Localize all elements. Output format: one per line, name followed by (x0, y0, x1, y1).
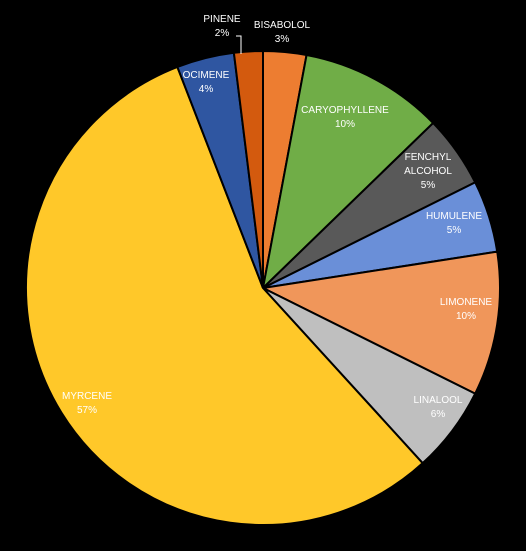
slice-name-text: PINENE (203, 14, 241, 25)
slice-label-linalool: LINALOOL 6% (414, 395, 463, 420)
slice-name-text: BISABOLOL (254, 20, 311, 31)
slice-name-text: HUMULENE (426, 211, 482, 222)
pie-slice-pinene (232, 49, 264, 289)
slice-percent-text: 10% (456, 311, 476, 322)
slice-percent-text: 4% (199, 84, 214, 95)
slice-percent-text: 3% (275, 34, 290, 45)
slice-label-bisabolol: BISABOLOL 3% (254, 20, 311, 45)
slice-percent-text: 5% (421, 180, 436, 191)
slice-name-text: LIMONENE (440, 297, 493, 308)
pie-slice-limonene (259, 250, 501, 395)
pie-slice-caryophyllene (261, 53, 435, 291)
pie-slices (25, 49, 501, 526)
pie-slice-myrcene (25, 65, 425, 526)
slice-label-ocimene: OCIMENE 4% (183, 70, 230, 95)
slice-percent-text: 57% (77, 405, 97, 416)
slice-label-caryophyllene: CARYOPHYLLENE 10% (301, 105, 389, 130)
pinene-leader-line (236, 35, 242, 54)
slice-percent-text: 6% (431, 409, 446, 420)
slice-percent-text: 2% (215, 28, 230, 39)
slice-name-text: LINALOOL (414, 395, 463, 406)
slice-label-limonene: LIMONENE 10% (440, 297, 493, 322)
pie-labels: BISABOLOL 3% CARYOPHYLLENE 10% FENCHYL ALCOHO… (62, 14, 492, 420)
slice-percent-text: 10% (335, 119, 355, 130)
slice-name-text: CARYOPHYLLENE (301, 105, 389, 116)
slice-name-text: OCIMENE (183, 70, 230, 81)
slice-label-fenchyl-alcohol: FENCHYL ALCOHOL 5% (404, 152, 452, 191)
slice-name-text: ALCOHOL (404, 166, 452, 177)
slice-label-humulene: HUMULENE 5% (426, 211, 482, 236)
slice-label-pinene: PINENE 2% (203, 14, 241, 39)
slice-percent-text: 5% (447, 225, 462, 236)
slice-label-myrcene: MYRCENE 57% (62, 391, 112, 416)
slice-name-text: FENCHYL (405, 152, 452, 163)
slice-name-text: MYRCENE (62, 391, 112, 402)
